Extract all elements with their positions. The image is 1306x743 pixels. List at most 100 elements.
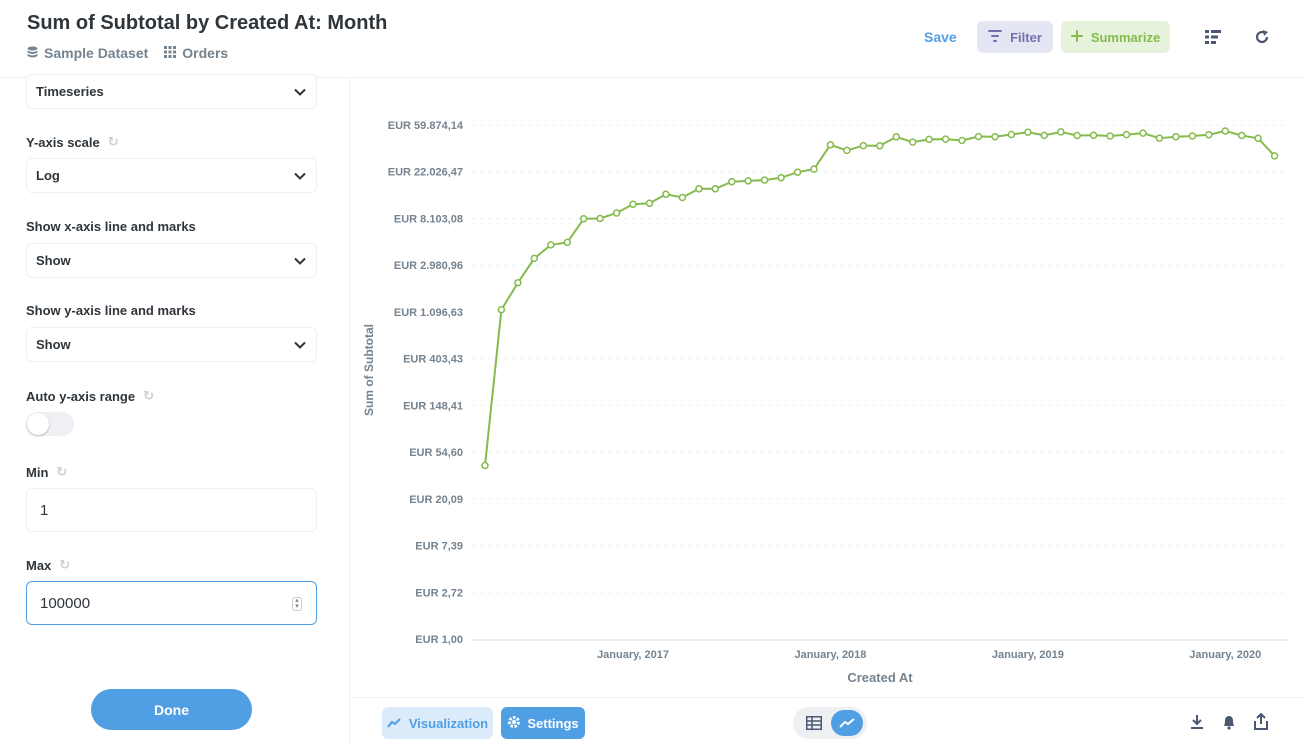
label-text: Auto y-axis range — [26, 388, 136, 404]
refresh-icon[interactable] — [1252, 27, 1272, 47]
toggle-knob — [27, 413, 49, 435]
y-tick-label: EUR 59.874,14 — [388, 120, 464, 132]
database-icon — [27, 45, 38, 61]
page-title: Sum of Subtotal by Created At: Month — [27, 12, 388, 34]
reset-icon[interactable]: ↻ — [59, 557, 71, 572]
chevron-down-icon — [294, 339, 306, 354]
y-tick-label: EUR 148,41 — [403, 400, 463, 412]
y-axis-line-select[interactable]: Show — [26, 327, 317, 362]
settings-button[interactable]: Settings — [501, 707, 585, 739]
data-point — [908, 138, 917, 146]
data-point — [1205, 130, 1213, 139]
share-icon[interactable] — [1251, 712, 1271, 732]
data-point — [793, 168, 802, 176]
y-axis-title: Sum of Subtotal — [362, 324, 376, 416]
label-text: Min — [26, 464, 49, 480]
label-text: Y-axis scale — [26, 134, 100, 150]
x-tick-label: January, 2019 — [992, 649, 1064, 661]
series-line — [484, 129, 1276, 466]
x-axis-line-select[interactable]: Show — [26, 243, 317, 278]
reset-icon[interactable]: ↻ — [56, 464, 68, 479]
plus-icon — [1070, 29, 1083, 45]
x-axis-title: Created At — [847, 670, 913, 685]
auto-range-label: Auto y-axis range ↻ — [26, 388, 154, 404]
header-actions: Save Filter Summarize — [906, 21, 1306, 53]
input-value: 1 — [40, 501, 49, 519]
data-point — [744, 177, 752, 185]
y-tick-label: EUR 1.096,63 — [394, 307, 463, 319]
select-value: Show — [36, 253, 71, 268]
data-point — [1188, 132, 1197, 140]
line-chart-icon[interactable] — [831, 710, 863, 736]
max-label: Max ↻ — [26, 557, 70, 573]
data-point — [777, 173, 785, 182]
data-point — [1221, 127, 1230, 135]
data-point — [530, 254, 539, 263]
stepper-icon[interactable]: ▴ ▾ — [292, 597, 302, 611]
filter-label: Filter — [1010, 29, 1042, 45]
data-point — [958, 136, 966, 145]
settings-label: Settings — [527, 715, 579, 731]
max-input[interactable]: 100000 ▴ ▾ — [26, 581, 317, 625]
label-text: Show y-axis line and marks — [26, 303, 196, 318]
data-point — [547, 241, 555, 249]
input-value: 100000 — [40, 594, 91, 612]
data-point — [1155, 134, 1164, 142]
save-button[interactable]: Save — [924, 29, 957, 45]
visualization-button[interactable]: Visualization — [382, 707, 493, 739]
data-point — [695, 185, 703, 193]
table-icon[interactable] — [803, 713, 825, 733]
data-point — [1237, 131, 1246, 140]
chart-area: EUR 59.874,14 EUR 22.026,47 EUR 8.103,08 EU… — [351, 78, 1306, 697]
filter-button[interactable]: Filter — [977, 21, 1053, 53]
breadcrumb-label: Orders — [182, 45, 229, 61]
download-icon[interactable] — [1187, 712, 1207, 732]
data-point — [859, 141, 868, 150]
min-input[interactable]: 1 — [26, 488, 317, 532]
y-tick-label: EUR 2,72 — [415, 587, 463, 599]
line-chart: EUR 59.874,14 EUR 22.026,47 EUR 8.103,08 EU… — [362, 120, 1288, 685]
breadcrumb-item-table[interactable]: Orders — [164, 45, 228, 61]
data-point — [662, 190, 670, 199]
bell-icon[interactable] — [1219, 712, 1239, 732]
y-tick-label: EUR 8.103,08 — [394, 213, 463, 225]
data-point — [1254, 134, 1262, 143]
chevron-down-icon — [294, 86, 306, 101]
data-point — [579, 215, 588, 223]
select-value: Show — [36, 337, 71, 352]
min-label: Min ↻ — [26, 464, 67, 480]
y-tick-label: EUR 54,60 — [409, 447, 463, 459]
data-point — [481, 461, 489, 470]
list-icon[interactable] — [1203, 27, 1223, 47]
data-point — [843, 146, 851, 155]
data-point — [1122, 130, 1131, 139]
y-tick-label: EUR 1,00 — [415, 634, 463, 646]
breadcrumb: Sample Dataset Orders — [27, 45, 228, 61]
label-text: Show x-axis line and marks — [26, 219, 196, 234]
data-point — [876, 142, 884, 150]
data-point — [1106, 132, 1114, 140]
auto-range-toggle[interactable] — [26, 412, 74, 436]
y-tick-label: EUR 20,09 — [409, 494, 463, 506]
reset-icon[interactable]: ↻ — [107, 134, 119, 149]
data-point — [612, 209, 621, 217]
data-point — [1024, 128, 1032, 136]
data-point — [645, 199, 654, 208]
display-type-select[interactable]: Timeseries — [26, 74, 317, 109]
data-point — [596, 214, 604, 223]
done-button[interactable]: Done — [91, 689, 252, 730]
breadcrumb-item-dataset[interactable]: Sample Dataset — [27, 45, 148, 61]
visualization-label: Visualization — [408, 715, 489, 731]
reset-icon[interactable]: ↻ — [143, 388, 154, 403]
x-axis-line-label: Show x-axis line and marks — [26, 219, 196, 234]
data-point — [1172, 132, 1180, 141]
data-point — [892, 133, 901, 141]
data-point — [1040, 131, 1049, 140]
view-toggle — [793, 707, 867, 739]
summarize-button[interactable]: Summarize — [1061, 21, 1170, 53]
y-tick-label: EUR 7,39 — [415, 541, 463, 553]
data-point — [810, 165, 818, 173]
data-point — [728, 177, 736, 186]
data-point — [974, 132, 983, 141]
y-scale-select[interactable]: Log — [26, 158, 317, 193]
